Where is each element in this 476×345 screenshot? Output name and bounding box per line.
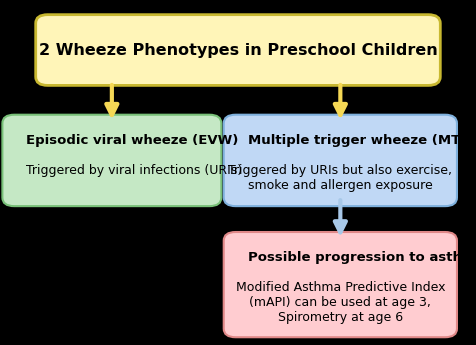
FancyBboxPatch shape [36,14,440,86]
Text: Multiple trigger wheeze (MTW): Multiple trigger wheeze (MTW) [248,134,476,147]
FancyBboxPatch shape [224,115,457,206]
FancyBboxPatch shape [2,115,221,206]
Text: Triggered by URIs but also exercise,
smoke and allergen exposure: Triggered by URIs but also exercise, smo… [228,164,452,192]
FancyBboxPatch shape [224,232,457,337]
Text: Possible progression to asthma: Possible progression to asthma [248,251,476,264]
Text: Triggered by viral infections (URIs): Triggered by viral infections (URIs) [26,164,242,177]
Text: Episodic viral wheeze (EVW): Episodic viral wheeze (EVW) [26,134,238,147]
Text: 2 Wheeze Phenotypes in Preschool Children: 2 Wheeze Phenotypes in Preschool Childre… [39,42,437,58]
Text: Modified Asthma Predictive Index
(mAPI) can be used at age 3,
Spirometry at age : Modified Asthma Predictive Index (mAPI) … [236,281,445,324]
